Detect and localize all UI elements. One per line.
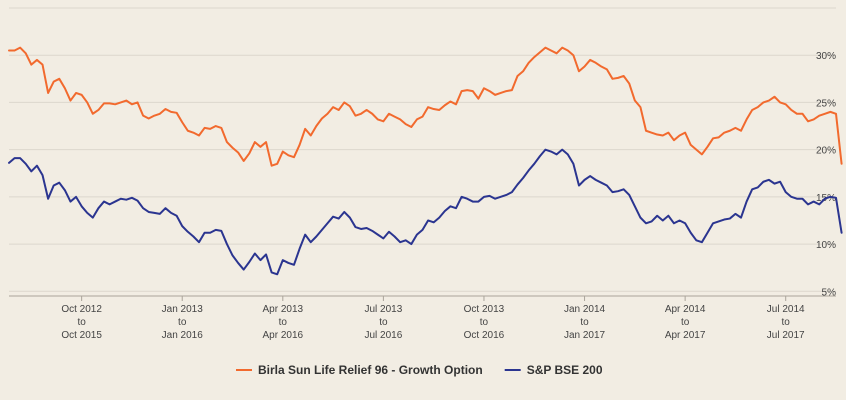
x-tick-label: Jul 2014 — [767, 304, 805, 315]
x-tick-label: to — [480, 317, 489, 328]
legend-label: S&P BSE 200 — [527, 363, 603, 377]
x-tick-label: Jan 2014 — [564, 304, 606, 315]
x-tick-label-group: Jul 2014 to Jul 2017 — [767, 304, 805, 341]
legend-item-index[interactable]: S&P BSE 200 — [504, 363, 603, 377]
x-tick-label: Jul 2016 — [364, 330, 402, 341]
x-tick-label-group: Jul 2013 to Jul 2016 — [364, 304, 402, 341]
x-tick-label: Oct 2012 — [61, 304, 102, 315]
x-tick-label: Jan 2016 — [162, 330, 204, 341]
x-tick-label: Apr 2014 — [665, 304, 706, 315]
x-tick-label-group: Oct 2012 to Oct 2015 — [61, 304, 102, 341]
x-tick-label: to — [681, 317, 690, 328]
x-tick-label: to — [379, 317, 388, 328]
y-tick-label: 10% — [816, 240, 836, 251]
x-tick-label: Apr 2017 — [665, 330, 706, 341]
x-tick-label: to — [782, 317, 791, 328]
x-tick-label-group: Oct 2013 to Oct 2016 — [464, 304, 505, 341]
x-tick-label-group: Apr 2014 to Apr 2017 — [665, 304, 706, 341]
x-tick-label: Jul 2013 — [364, 304, 402, 315]
x-tick-label-group: Apr 2013 to Apr 2016 — [263, 304, 304, 341]
legend-label: Birla Sun Life Relief 96 - Growth Option — [258, 363, 483, 377]
x-tick-label: Jan 2017 — [564, 330, 606, 341]
x-tick-label-group: Jan 2013 to Jan 2016 — [162, 304, 204, 341]
y-tick-label: 30% — [816, 51, 836, 62]
series-line-index — [8, 148, 843, 276]
x-tick-label: to — [77, 317, 86, 328]
grid-layer — [9, 7, 836, 292]
x-tick-label: Apr 2016 — [263, 330, 304, 341]
x-tick-label-group: Jan 2014 to Jan 2017 — [564, 304, 606, 341]
y-tick-label: 20% — [816, 146, 836, 157]
x-tick-label: to — [279, 317, 288, 328]
x-tick-label: Jan 2013 — [162, 304, 204, 315]
y-axis: 5%10%15%20%25%30% — [816, 51, 836, 298]
legend-item-fund[interactable]: Birla Sun Life Relief 96 - Growth Option — [236, 363, 483, 377]
y-tick-label: 25% — [816, 98, 836, 109]
y-tick-label: 5% — [822, 287, 837, 298]
x-tick-label: Oct 2016 — [464, 330, 505, 341]
x-tick-label: to — [580, 317, 589, 328]
x-tick-label: Oct 2015 — [61, 330, 102, 341]
series-layer — [8, 46, 843, 276]
series-line-fund — [8, 46, 843, 167]
x-tick-label: Oct 2013 — [464, 304, 505, 315]
x-tick-labels: Oct 2012 to Oct 2015 Jan 2013 to Jan 2016 Apr … — [61, 304, 805, 341]
legend[interactable]: Birla Sun Life Relief 96 - Growth Option… — [236, 363, 603, 377]
x-axis — [9, 295, 836, 301]
x-tick-label: Jul 2017 — [767, 330, 805, 341]
x-tick-label: Apr 2013 — [263, 304, 304, 315]
x-tick-label: to — [178, 317, 187, 328]
